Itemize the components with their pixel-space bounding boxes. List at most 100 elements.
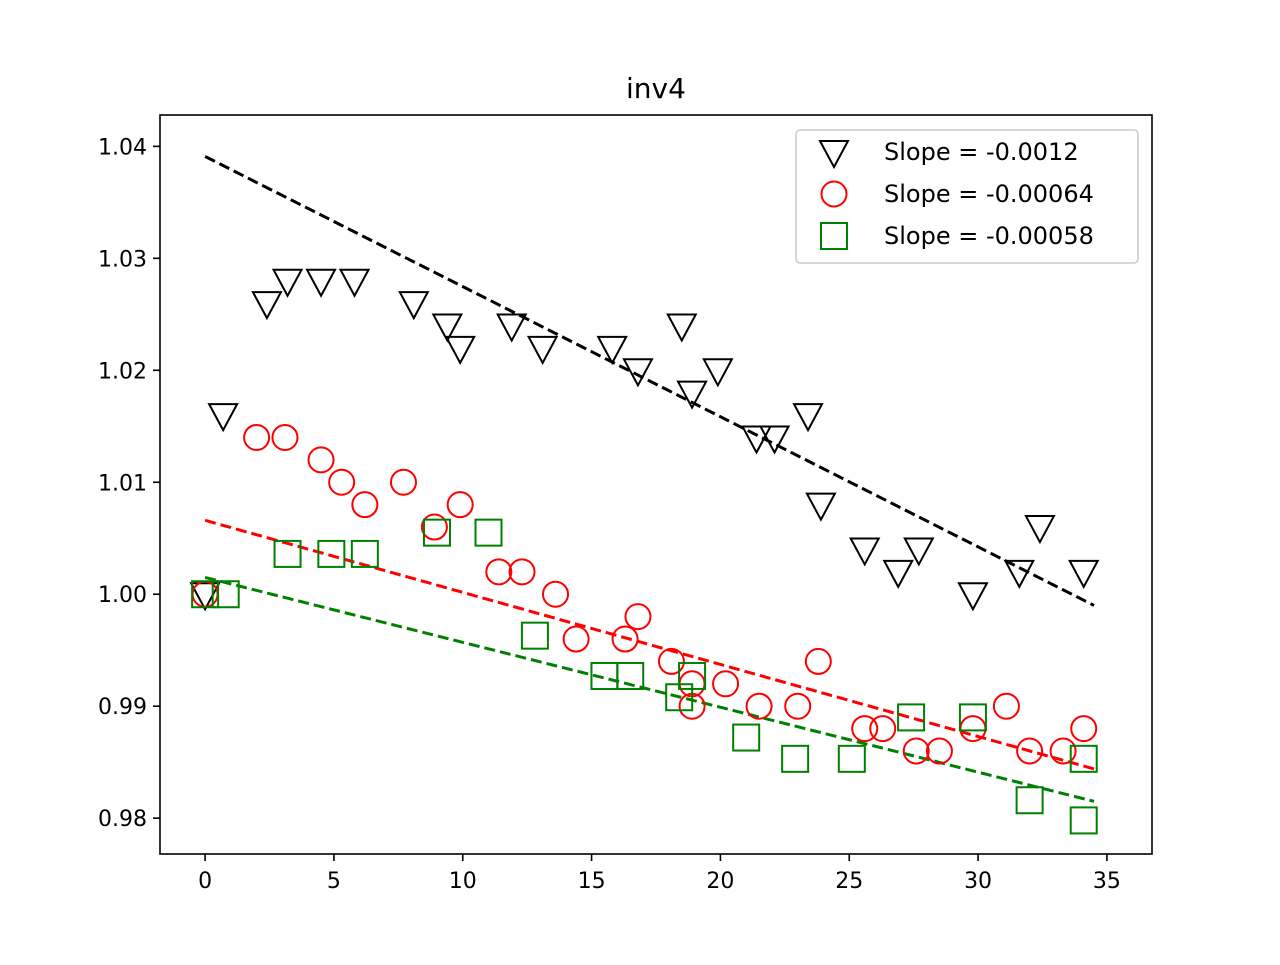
data-point-square — [211, 580, 240, 609]
x-tick-label: 5 — [327, 869, 341, 894]
data-point-square — [474, 518, 503, 547]
data-point-triangle-down — [596, 335, 628, 366]
x-tick-label: 30 — [964, 869, 992, 894]
data-point-square — [317, 539, 346, 568]
x-tick-label: 35 — [1093, 869, 1121, 894]
y-tick-label: 0.99 — [98, 695, 147, 720]
data-point-square — [678, 661, 707, 690]
data-point-circle — [328, 468, 356, 496]
legend-label: Slope = -0.00058 — [884, 222, 1094, 250]
data-point-triangle-down — [702, 358, 734, 388]
data-point-circle — [1016, 737, 1044, 765]
data-point-circle — [804, 647, 832, 675]
data-point-triangle-down — [849, 537, 881, 567]
y-tick-label: 0.98 — [98, 807, 147, 832]
data-point-circle — [1049, 737, 1077, 765]
data-point-triangle-down — [792, 403, 824, 433]
data-point-triangle-down — [882, 559, 914, 589]
y-tick-label: 1.00 — [98, 583, 147, 608]
fit-line — [204, 155, 1095, 607]
data-point-triangle-down — [740, 425, 773, 455]
y-tick-label: 1.01 — [98, 471, 147, 496]
data-point-triangle-down — [251, 291, 283, 321]
data-point-square — [1069, 806, 1098, 835]
data-point-circle — [389, 468, 417, 496]
data-point-circle — [712, 670, 740, 698]
data-point-square — [350, 539, 379, 568]
x-axis: 0 5 10 15 20 25 30 35 — [198, 854, 1121, 894]
data-point-circle — [851, 715, 879, 743]
legend: Slope = -0.0012 Slope = -0.00064 Slope = -… — [795, 129, 1139, 264]
data-point-triangle-down — [1024, 515, 1056, 545]
data-point-circle — [446, 491, 474, 519]
data-point-circle — [992, 692, 1020, 720]
data-point-square — [616, 661, 645, 690]
data-point-triangle-down — [805, 492, 837, 522]
data-point-circle — [1070, 715, 1098, 743]
data-point-circle — [307, 446, 335, 474]
data-point-triangle-down — [207, 403, 239, 433]
data-point-circle — [784, 692, 812, 720]
data-point-triangle-down — [957, 582, 989, 612]
data-point-triangle-down — [676, 380, 708, 410]
legend-label: Slope = -0.0012 — [884, 138, 1079, 166]
data-point-triangle-down — [758, 425, 791, 455]
data-point-triangle-down — [398, 291, 430, 321]
data-point-circle — [562, 625, 590, 653]
data-point-square — [191, 580, 220, 609]
data-point-square — [520, 621, 549, 650]
y-tick-label: 1.02 — [98, 359, 147, 384]
data-point-triangle-down — [305, 268, 337, 298]
data-point-circle — [611, 625, 639, 653]
data-point-square — [958, 703, 987, 732]
data-point-triangle-down — [431, 313, 463, 343]
data-point-triangle-down — [526, 335, 559, 366]
legend-label: Slope = -0.00064 — [884, 180, 1094, 208]
data-point-circle — [624, 603, 652, 631]
data-point-circle — [542, 580, 570, 608]
data-point-circle — [271, 423, 299, 451]
plot-frame — [159, 114, 1153, 855]
data-point-square — [273, 539, 302, 568]
data-point-triangle-down — [903, 537, 935, 567]
fit-line — [204, 518, 1095, 771]
data-point-circle — [902, 737, 930, 765]
data-point-triangle-down — [622, 358, 654, 388]
fit-line — [204, 575, 1095, 803]
data-point-circle — [243, 423, 271, 451]
data-point-square — [1069, 744, 1098, 773]
y-tick-label: 1.03 — [98, 247, 147, 272]
x-tick-label: 15 — [578, 869, 606, 894]
data-point-triangle-down — [496, 313, 528, 343]
x-tick-label: 25 — [835, 869, 863, 894]
data-point-triangle-down — [1003, 559, 1035, 589]
data-point-triangle-down — [271, 268, 304, 298]
legend-marker-square — [820, 222, 848, 250]
data-point-square — [837, 744, 866, 773]
data-point-circle — [508, 558, 536, 586]
y-tick-label: 1.04 — [98, 135, 147, 160]
data-point-circle — [485, 558, 513, 586]
legend-marker-triangle-down — [818, 140, 850, 170]
data-point-square — [422, 518, 451, 547]
data-point-circle — [869, 715, 897, 743]
data-point-triangle-down — [666, 313, 698, 343]
data-point-triangle-down — [444, 335, 476, 366]
data-point-triangle-down — [338, 268, 371, 298]
data-markers — [189, 268, 1100, 835]
data-point-circle — [420, 513, 448, 541]
data-point-circle — [351, 491, 379, 519]
legend-marker-circle — [820, 180, 848, 208]
fit-lines — [204, 155, 1095, 803]
legend-box — [795, 129, 1139, 264]
y-axis: 0.98 0.99 1.00 1.01 1.02 1.03 1.04 — [98, 135, 160, 832]
data-point-square — [1015, 786, 1044, 815]
data-point-triangle-down — [1068, 559, 1100, 589]
data-point-circle — [925, 737, 953, 765]
x-tick-label: 0 — [198, 869, 212, 894]
data-point-square — [897, 703, 926, 732]
x-tick-label: 10 — [449, 869, 477, 894]
data-point-square — [781, 744, 810, 773]
